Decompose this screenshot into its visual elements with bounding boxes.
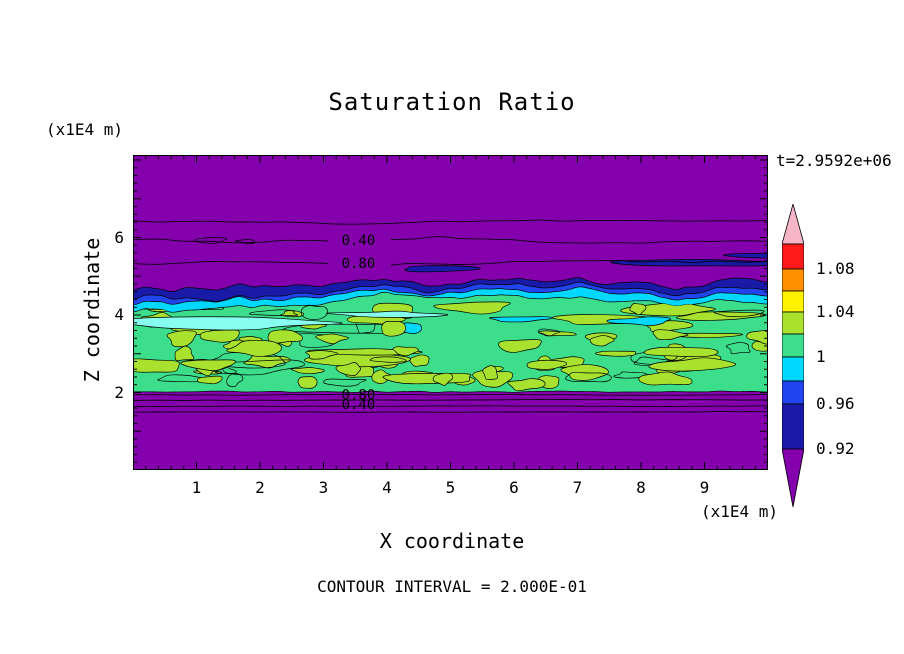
colorbar-tick-label: 1 bbox=[816, 347, 826, 366]
colorbar-segment bbox=[782, 268, 804, 292]
x-axis-unit-label: (x1E4 m) bbox=[700, 502, 778, 521]
colorbar-segment bbox=[782, 290, 804, 313]
x-tick-label: 9 bbox=[699, 478, 710, 497]
colorbar-segment bbox=[782, 356, 804, 382]
colorbar-segment bbox=[782, 333, 804, 358]
x-tick-label: 3 bbox=[318, 478, 329, 497]
x-tick-label: 8 bbox=[636, 478, 646, 497]
colorbar-tick-label: 1.04 bbox=[816, 302, 855, 321]
x-tick-label: 2 bbox=[255, 478, 265, 497]
x-tick-label: 6 bbox=[509, 478, 519, 497]
colorbar-tick-label: 0.96 bbox=[816, 394, 855, 413]
colorbar-arrow-up bbox=[782, 204, 804, 245]
z-tick-label: 6 bbox=[114, 227, 124, 247]
z-tick-label: 2 bbox=[114, 382, 124, 402]
colorbar-arrow-down bbox=[782, 448, 804, 507]
colorbar-tick-label: 1.08 bbox=[816, 259, 855, 278]
x-tick-label: 5 bbox=[445, 478, 456, 497]
colorbar-tick-label: 0.92 bbox=[816, 439, 855, 458]
x-tick-label: 7 bbox=[572, 478, 583, 497]
x-tick-label: 4 bbox=[382, 478, 392, 497]
x-axis-title: X coordinate bbox=[379, 529, 525, 553]
timestamp-label: t=2.9592e+06 bbox=[776, 151, 892, 170]
colorbar-segment bbox=[782, 403, 804, 450]
plot-title: Saturation Ratio bbox=[328, 88, 576, 116]
contour-plot-canvas bbox=[133, 155, 768, 470]
x-tick-label: 1 bbox=[191, 478, 202, 497]
colorbar-segment bbox=[782, 311, 804, 335]
colorbar-segment bbox=[782, 243, 804, 270]
colorbar-segment bbox=[782, 380, 804, 405]
z-tick-label: 4 bbox=[114, 305, 124, 325]
z-axis-unit-label: (x1E4 m) bbox=[46, 120, 124, 139]
colorbar bbox=[782, 204, 804, 507]
contour-interval-note: CONTOUR INTERVAL = 2.000E-01 bbox=[317, 577, 587, 596]
